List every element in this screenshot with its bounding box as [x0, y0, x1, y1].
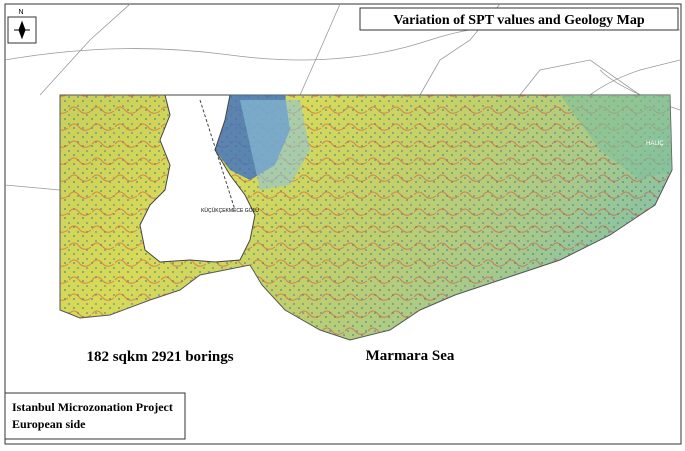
sea-label: Marmara Sea: [366, 348, 455, 364]
compass: [7, 16, 37, 44]
project-label: Istanbul Microzonation Project: [12, 400, 173, 414]
title-box: [359, 7, 679, 31]
green-zone: [560, 95, 672, 180]
side-label: European side: [12, 417, 86, 431]
stats-label: 182 sqkm 2921 borings: [86, 349, 233, 365]
frame: [4, 3, 682, 445]
halic-label: HALİÇ: [646, 140, 664, 147]
footer-box: [4, 392, 186, 440]
title: Variation of SPT values and Geology Map: [393, 13, 644, 28]
clay-zone: [240, 100, 310, 190]
lake-label: KÜÇÜKÇEKMECE GÖLÜ: [201, 207, 259, 214]
lake-line: [199, 99, 236, 211]
compass-label: N: [18, 9, 23, 16]
